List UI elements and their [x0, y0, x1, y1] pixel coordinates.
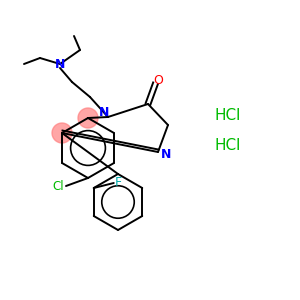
Text: HCl: HCl [215, 107, 242, 122]
Text: O: O [154, 74, 164, 87]
Text: HCl: HCl [215, 137, 242, 152]
Text: F: F [115, 176, 122, 190]
Text: N: N [55, 58, 65, 70]
Circle shape [52, 123, 72, 143]
Text: Cl: Cl [52, 179, 64, 193]
Text: N: N [161, 148, 171, 160]
Circle shape [78, 108, 98, 128]
Text: N: N [99, 106, 109, 119]
